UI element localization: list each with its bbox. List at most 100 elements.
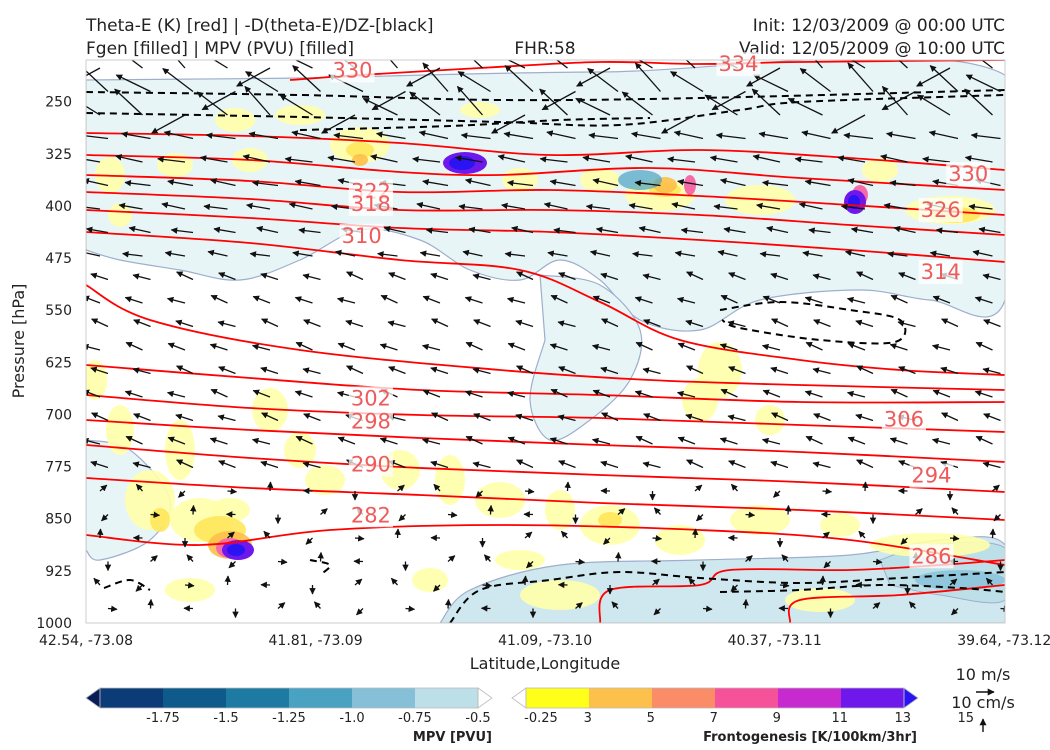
wind-vector-418 (101, 514, 109, 522)
wind-vector-100 (582, 155, 611, 163)
wind-vector-505 (985, 577, 993, 586)
wind-vector-326 (846, 390, 866, 398)
wind-vector-46 (151, 114, 186, 134)
wind-vector-17 (814, 60, 823, 69)
wind-vector-38 (753, 74, 789, 93)
wind-vector-120 (506, 179, 534, 187)
wind-vector-83 (801, 130, 831, 140)
wind-vector-273 (465, 341, 483, 351)
wind-vector-296 (516, 365, 534, 375)
wind-vector-183 (377, 251, 398, 258)
wind-vector-59 (704, 94, 738, 116)
wind-vector-321 (634, 390, 653, 398)
wind-vector-258 (771, 318, 789, 328)
wind-vector-253 (557, 320, 576, 328)
wind-vector-234 (676, 296, 696, 304)
theta-e-label-9: 306 (884, 407, 924, 431)
wind-vector-362 (507, 436, 526, 445)
wind-vector-95 (370, 154, 398, 163)
wind-vector-263 (983, 319, 1001, 328)
wind-vector-271 (379, 343, 398, 351)
wind-vector-341 (557, 414, 576, 422)
wind-vector-219 (982, 273, 1001, 281)
wind-vector-55 (539, 88, 568, 116)
wind-vector-73 (375, 131, 406, 140)
wind-vector-444 (263, 530, 271, 539)
theta-e-line-6 (86, 284, 1005, 391)
wind-vector-313 (294, 390, 313, 398)
wind-vector-129 (889, 179, 916, 187)
wind-vector-150 (840, 203, 866, 211)
wind-vector-171 (808, 227, 831, 234)
wind-vector-366 (677, 436, 696, 445)
fgen-blob-32 (495, 550, 545, 570)
wind-vector-463 (150, 555, 158, 562)
wind-vector-126 (761, 179, 789, 187)
wind-vector-35 (634, 62, 661, 92)
fgen-blob-1 (275, 105, 325, 125)
wind-vector-330 (91, 412, 109, 422)
wind-vector-166 (595, 226, 619, 234)
wind-vector-398 (178, 490, 186, 498)
wind-vector-358 (337, 436, 356, 445)
wind-vector-89 (115, 154, 143, 163)
wind-vector-305 (898, 366, 916, 375)
wind-vector-71 (291, 130, 321, 140)
wind-vector-399 (227, 488, 238, 495)
theta-e-label-bg-10 (348, 409, 393, 434)
wind-vector-224 (252, 295, 271, 304)
wind-vector-188 (589, 249, 611, 257)
wind-vector-294 (430, 366, 449, 375)
wind-vector-111 (124, 179, 151, 187)
wind-vector-64 (917, 94, 951, 116)
wind-vector-425 (398, 514, 406, 522)
wind-vector-467 (317, 551, 324, 562)
wind-vector-204 (346, 271, 364, 281)
wind-vector-251 (473, 319, 491, 328)
wind-vector-355 (209, 437, 228, 445)
theta-e-line-1 (86, 154, 1005, 191)
wind-vector-487 (224, 575, 231, 586)
wind-vector-351 (983, 413, 1001, 422)
wind-vector-473 (575, 558, 586, 566)
wind-vector-145 (628, 202, 653, 210)
mpv-colorbar-swatch-3 (226, 688, 290, 708)
theta-e-line-10 (86, 444, 1005, 493)
wind-vector-27 (292, 65, 321, 92)
wind-vector-377 (218, 460, 236, 469)
wind-vector-210 (600, 272, 619, 281)
wind-vector-371 (889, 437, 908, 445)
theta-e-label-bg-5 (918, 198, 963, 223)
wind-vector-37 (711, 90, 746, 111)
wind-vector-383 (472, 461, 491, 469)
wind-vector-320 (592, 389, 611, 398)
fgen-blob-14 (755, 405, 785, 435)
wind-vector-440 (96, 528, 104, 539)
wind-vector-250 (431, 318, 449, 328)
wind-vector-500 (779, 582, 790, 589)
wind-vector-353 (125, 435, 143, 445)
wind-vector-470 (447, 555, 456, 562)
wind-vector-506 (107, 605, 118, 613)
wind-vector-72 (333, 132, 364, 140)
wind-vector-43 (965, 74, 1001, 93)
wind-vector-85 (885, 131, 916, 140)
theta-e-label-bg-11 (348, 452, 393, 477)
wind-vector-42 (929, 65, 959, 92)
wind-vector-158 (256, 225, 279, 234)
wind-vector-365 (635, 435, 653, 445)
wind-vector-417 (992, 484, 1000, 492)
wind-vector-190 (674, 250, 696, 257)
wind-vector-167 (638, 225, 661, 234)
wind-vector-143 (543, 201, 568, 210)
mpv-colorbar-tick-2: -1.25 (272, 711, 306, 726)
wind-vector-18 (850, 60, 866, 69)
wind-vector-340 (515, 413, 534, 422)
wind-vector-413 (822, 488, 833, 495)
theta-e-label-bg-4 (348, 191, 393, 216)
wind-vector-175 (978, 226, 1001, 234)
wind-vector-174 (935, 227, 959, 234)
wind-vector-124 (677, 178, 704, 187)
wind-vector-21 (980, 60, 993, 69)
